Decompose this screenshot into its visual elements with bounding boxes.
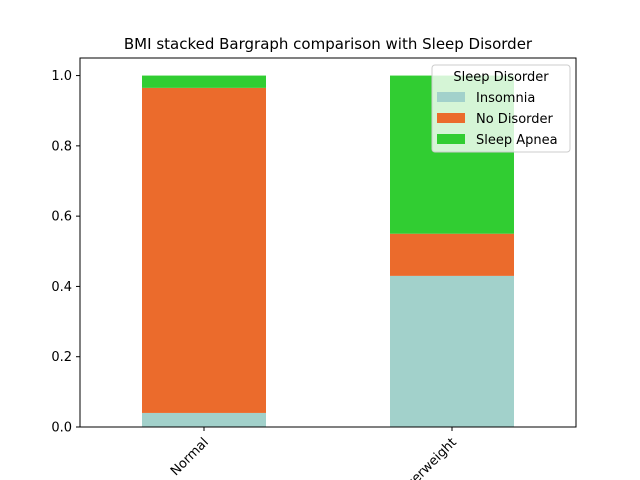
bar-normal-no-disorder xyxy=(142,88,266,413)
y-tick-label: 0.2 xyxy=(51,350,72,365)
legend-label-no-disorder: No Disorder xyxy=(476,112,554,127)
legend-swatch-no-disorder xyxy=(437,113,465,123)
legend-label-insomnia: Insomnia xyxy=(476,91,535,106)
y-tick-label: 0.8 xyxy=(51,139,72,154)
legend-swatch-sleep-apnea xyxy=(437,134,465,144)
bar-normal-insomnia xyxy=(142,413,266,427)
chart-title: BMI stacked Bargraph comparison with Sle… xyxy=(124,35,533,53)
y-tick-label: 1.0 xyxy=(51,69,72,84)
bar-overweight-no-disorder xyxy=(390,234,514,276)
bar-overweight-insomnia xyxy=(390,276,514,427)
legend: Sleep Disorder Insomnia No Disorder Sleep A… xyxy=(432,65,570,152)
y-tick-label: 0.6 xyxy=(51,210,72,225)
x-tick-label: Normal xyxy=(168,435,212,479)
legend-title: Sleep Disorder xyxy=(453,70,549,85)
legend-label-sleep-apnea: Sleep Apnea xyxy=(476,133,558,148)
y-tick-label: 0.4 xyxy=(51,280,72,295)
x-tick-label: Overweight xyxy=(396,435,460,480)
y-tick-label: 0.0 xyxy=(51,421,72,436)
bar-normal-sleep-apnea xyxy=(142,76,266,88)
legend-swatch-insomnia xyxy=(437,92,465,102)
